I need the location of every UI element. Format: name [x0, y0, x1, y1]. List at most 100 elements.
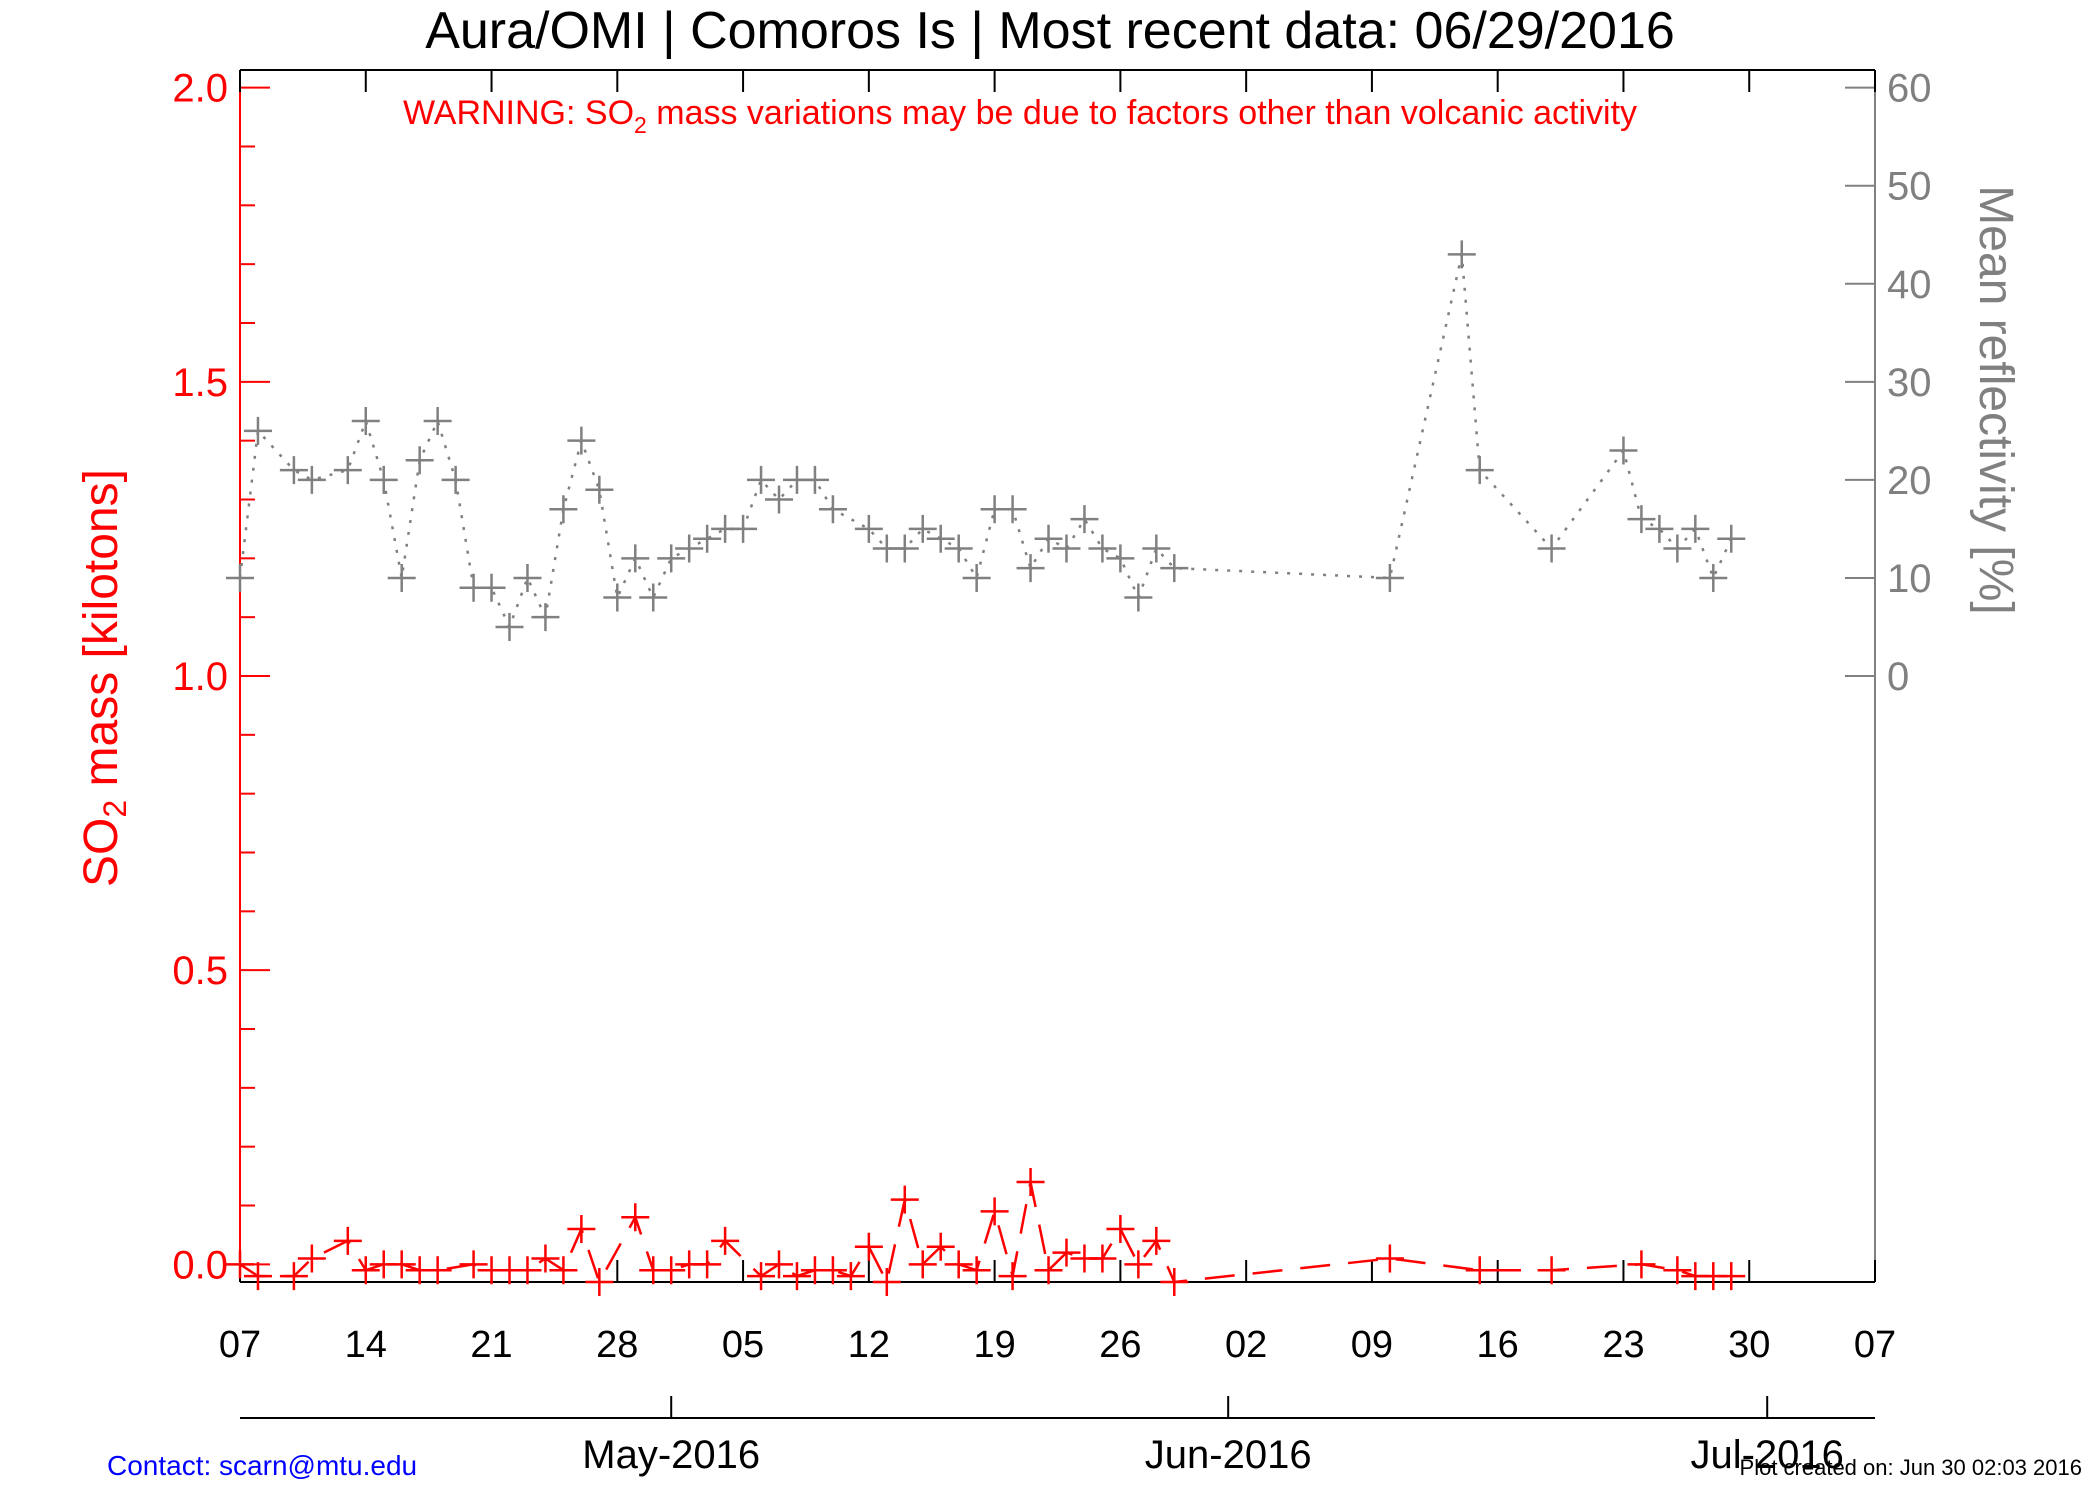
x-tick-label: 05 — [722, 1324, 764, 1366]
so2_mass-point — [333, 1226, 362, 1255]
so2_mass-point — [711, 1226, 740, 1255]
mean_reflectivity-point — [1663, 534, 1692, 563]
month-label: Jul-2016 — [1690, 1433, 1843, 1477]
mean_reflectivity-point — [729, 514, 758, 543]
so2_mass-point — [243, 1262, 272, 1291]
x-tick-label: 12 — [848, 1324, 890, 1366]
y-left-tick-label: 0.5 — [172, 949, 228, 993]
mean_reflectivity-point — [531, 603, 560, 632]
y-left-tick-label: 2.0 — [172, 67, 228, 111]
mean_reflectivity-point — [1447, 240, 1476, 269]
contact-text[interactable]: Contact: scarn@mtu.edu — [107, 1450, 417, 1481]
mean_reflectivity-point — [333, 456, 362, 485]
y-right-tick-label: 10 — [1887, 557, 1932, 601]
so2_mass-point — [854, 1232, 883, 1261]
mean_reflectivity-point — [765, 485, 794, 514]
y-right-tick-label: 40 — [1887, 263, 1932, 307]
so2_mass-point — [297, 1244, 326, 1273]
so2_mass-point — [872, 1268, 901, 1296]
so2_mass-point — [926, 1232, 955, 1261]
mean_reflectivity-point — [1070, 505, 1099, 534]
x-tick-label: 23 — [1602, 1324, 1644, 1366]
so2_mass-point — [980, 1197, 1009, 1226]
warning-text: WARNING: SO2 mass variations may be due … — [403, 94, 1637, 138]
so2_mass-point — [747, 1262, 776, 1291]
so2_mass-point — [1088, 1244, 1117, 1273]
y-right-tick-label: 60 — [1887, 67, 1932, 111]
mean_reflectivity-point — [1160, 554, 1189, 583]
x-tick-label: 07 — [219, 1324, 261, 1366]
mean_reflectivity-point — [387, 563, 416, 592]
mean_reflectivity-point — [549, 495, 578, 524]
so2_mass-point — [1537, 1256, 1566, 1285]
month-label: May-2016 — [582, 1433, 760, 1477]
so2_mass-line — [239, 1181, 1732, 1286]
y-axis-left-label: SO2 mass [kilotons] — [75, 469, 133, 887]
mean_reflectivity-point — [908, 514, 937, 543]
so2_mass-point — [1717, 1262, 1746, 1291]
x-tick-label: 19 — [973, 1324, 1015, 1366]
mean_reflectivity-point — [1375, 563, 1404, 592]
plot-created-text: Plot created on: Jun 30 02:03 2016 — [1740, 1455, 2082, 1480]
mean_reflectivity-point — [441, 465, 470, 494]
mean_reflectivity-point — [603, 583, 632, 612]
so2_mass-point — [962, 1256, 991, 1285]
mean_reflectivity-point — [1681, 514, 1710, 543]
so2_mass-point — [1465, 1256, 1494, 1285]
so2_mass-point — [693, 1250, 722, 1279]
x-tick-label: 16 — [1477, 1324, 1519, 1366]
so2_mass-point — [585, 1268, 614, 1296]
mean_reflectivity-point — [944, 534, 973, 563]
mean_reflectivity-point — [243, 416, 272, 445]
so2_mass-point — [890, 1185, 919, 1214]
mean_reflectivity-point — [585, 475, 614, 504]
so2_mass-point — [549, 1256, 578, 1285]
so2_mass-point — [1034, 1256, 1063, 1285]
mean_reflectivity-point — [1699, 563, 1728, 592]
mean_reflectivity-point — [1124, 583, 1153, 612]
so2_mass-point — [513, 1256, 542, 1285]
mean_reflectivity-point — [675, 534, 704, 563]
mean_reflectivity-line — [238, 254, 1733, 631]
so2_mass-point — [782, 1262, 811, 1291]
so2_mass-point — [1052, 1238, 1081, 1267]
so2_mass-point — [818, 1256, 847, 1285]
mean_reflectivity-point — [1052, 534, 1081, 563]
mean_reflectivity-point — [477, 573, 506, 602]
x-tick-label: 28 — [596, 1324, 638, 1366]
mean_reflectivity-point — [226, 563, 254, 592]
chart-title: Aura/OMI | Comoros Is | Most recent data… — [425, 2, 1675, 60]
plot-axes: 0.0 0.5 1.0 1.5 2.0 0 10 20 30 40 50 60 07 14 21 28 05 12… — [172, 67, 1931, 1477]
x-tick-label: 02 — [1225, 1324, 1267, 1366]
y-left-tick-label: 0.0 — [172, 1243, 228, 1287]
x-tick-label: 14 — [345, 1324, 387, 1366]
mean_reflectivity-point — [621, 544, 650, 573]
mean_reflectivity-point — [1142, 534, 1171, 563]
month-label: Jun-2016 — [1145, 1433, 1312, 1477]
series-layer — [226, 240, 1746, 1296]
so2_mass-point — [1663, 1256, 1692, 1285]
so2_mass-point — [226, 1250, 254, 1279]
mean_reflectivity-point — [747, 465, 776, 494]
so2_mass-point — [998, 1262, 1027, 1291]
mean_reflectivity-point — [1627, 505, 1656, 534]
so2_mass-point — [621, 1203, 650, 1232]
so2_mass-point — [1142, 1226, 1171, 1255]
mean_reflectivity-point — [423, 407, 452, 436]
so2_mass-point — [1124, 1250, 1153, 1279]
so2_mass-point — [1160, 1268, 1189, 1296]
y-right-tick-label: 20 — [1887, 459, 1932, 503]
so2_mass-point — [1106, 1215, 1135, 1244]
y-left-tick-label: 1.5 — [172, 361, 228, 405]
so2_mass-point — [765, 1250, 794, 1279]
mean_reflectivity-point — [1016, 554, 1045, 583]
so2_mass-point — [387, 1250, 416, 1279]
mean_reflectivity-point — [854, 514, 883, 543]
so2_mass-point — [459, 1250, 488, 1279]
so2_mass-point — [908, 1250, 937, 1279]
mean_reflectivity-point — [1106, 544, 1135, 573]
mean_reflectivity-point — [1717, 524, 1746, 553]
x-tick-label: 09 — [1351, 1324, 1393, 1366]
mean_reflectivity-point — [405, 446, 434, 475]
